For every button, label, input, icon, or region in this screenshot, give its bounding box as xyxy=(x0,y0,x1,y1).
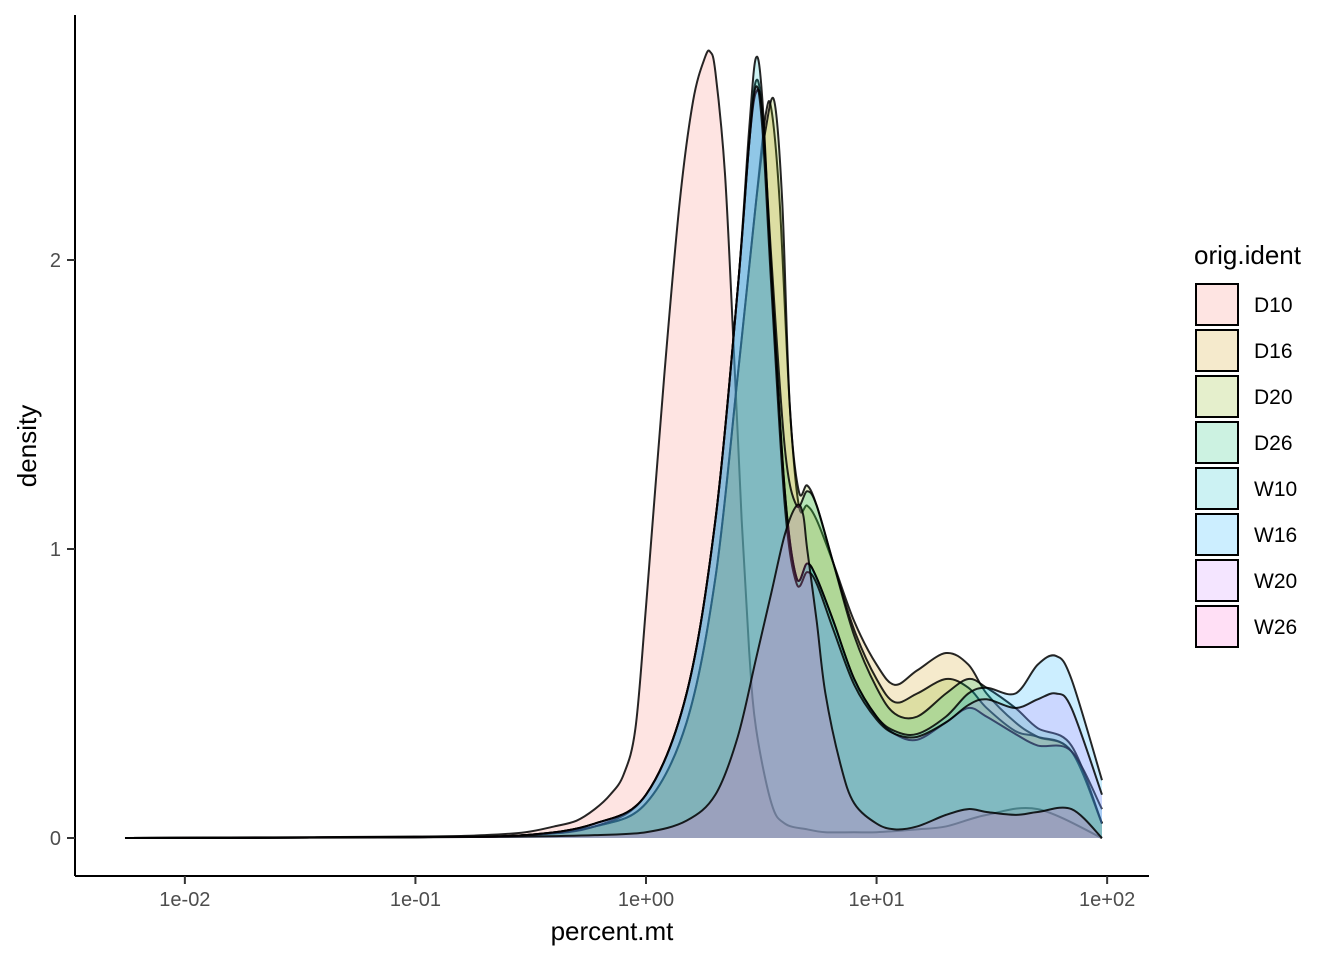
density-line-d10 xyxy=(124,49,1103,839)
legend-key-bg xyxy=(1196,606,1238,647)
density-area-d26 xyxy=(125,79,1102,838)
legend-item-w10: W10 xyxy=(1195,467,1297,510)
legend-label: W10 xyxy=(1254,478,1297,501)
legend-key-bg xyxy=(1196,514,1238,555)
x-tick-label: 1e-01 xyxy=(390,889,441,911)
y-tick-label: 0 xyxy=(50,828,61,850)
legend-swatch xyxy=(1195,421,1239,464)
legend-item-w26: W26 xyxy=(1195,605,1297,648)
legend-label: D20 xyxy=(1254,386,1293,409)
legend-label: W20 xyxy=(1254,570,1297,593)
legend-item-w16: W16 xyxy=(1195,513,1297,556)
series-layer xyxy=(124,49,1103,839)
legend-key-bg xyxy=(1196,376,1238,417)
x-tick-label: 1e+00 xyxy=(618,889,674,911)
legend-item-d26: D26 xyxy=(1195,421,1293,464)
legend-item-w20: W20 xyxy=(1195,559,1297,602)
y-ticks: 0 1 2 xyxy=(50,250,75,850)
legend-item-d10: D10 xyxy=(1195,283,1293,326)
legend-label: D26 xyxy=(1254,432,1293,455)
legend-swatch xyxy=(1195,467,1239,510)
density-line-w20 xyxy=(124,85,1103,839)
y-tick-label: 1 xyxy=(50,539,61,561)
legend-key-bg xyxy=(1196,330,1238,371)
legend-swatch xyxy=(1195,283,1239,326)
legend-label: D16 xyxy=(1254,340,1293,363)
y-axis-title: density xyxy=(12,405,42,487)
legend-item-d20: D20 xyxy=(1195,375,1293,418)
density-line-w26 xyxy=(124,503,1103,839)
density-area-d16 xyxy=(125,101,1102,839)
legend-item-d16: D16 xyxy=(1195,329,1293,372)
legend-label: D10 xyxy=(1254,294,1293,317)
legend-key-bg xyxy=(1196,560,1238,601)
legend-swatch xyxy=(1195,375,1239,418)
legend: orig.ident D10 D16 D20 D26 W10 W16 W20 W26 xyxy=(1194,240,1302,648)
y-tick-label: 2 xyxy=(50,250,61,272)
x-tick-label: 1e+01 xyxy=(848,889,904,911)
legend-key-bg xyxy=(1196,422,1238,463)
legend-label: W26 xyxy=(1254,616,1297,639)
axes-layer xyxy=(74,15,1149,877)
legend-key-bg xyxy=(1196,468,1238,509)
density-area-d20 xyxy=(125,97,1102,839)
legend-swatch xyxy=(1195,605,1239,648)
x-ticks: 1e-02 1e-01 1e+00 1e+01 1e+02 xyxy=(159,876,1135,911)
density-area-w16 xyxy=(125,89,1102,838)
x-tick-label: 1e+02 xyxy=(1079,889,1135,911)
legend-label: W16 xyxy=(1254,524,1297,547)
legend-key-bg xyxy=(1196,284,1238,325)
legend-swatch xyxy=(1195,513,1239,556)
legend-title: orig.ident xyxy=(1194,240,1302,270)
legend-swatch xyxy=(1195,329,1239,372)
x-tick-label: 1e-02 xyxy=(159,889,210,911)
legend-items: D10 D16 D20 D26 W10 W16 W20 W26 xyxy=(1195,283,1297,648)
density-area-w10 xyxy=(125,56,1102,838)
density-line-d20 xyxy=(124,97,1103,839)
legend-swatch xyxy=(1195,559,1239,602)
x-axis-title: percent.mt xyxy=(551,916,675,946)
density-area-w20 xyxy=(125,86,1102,838)
